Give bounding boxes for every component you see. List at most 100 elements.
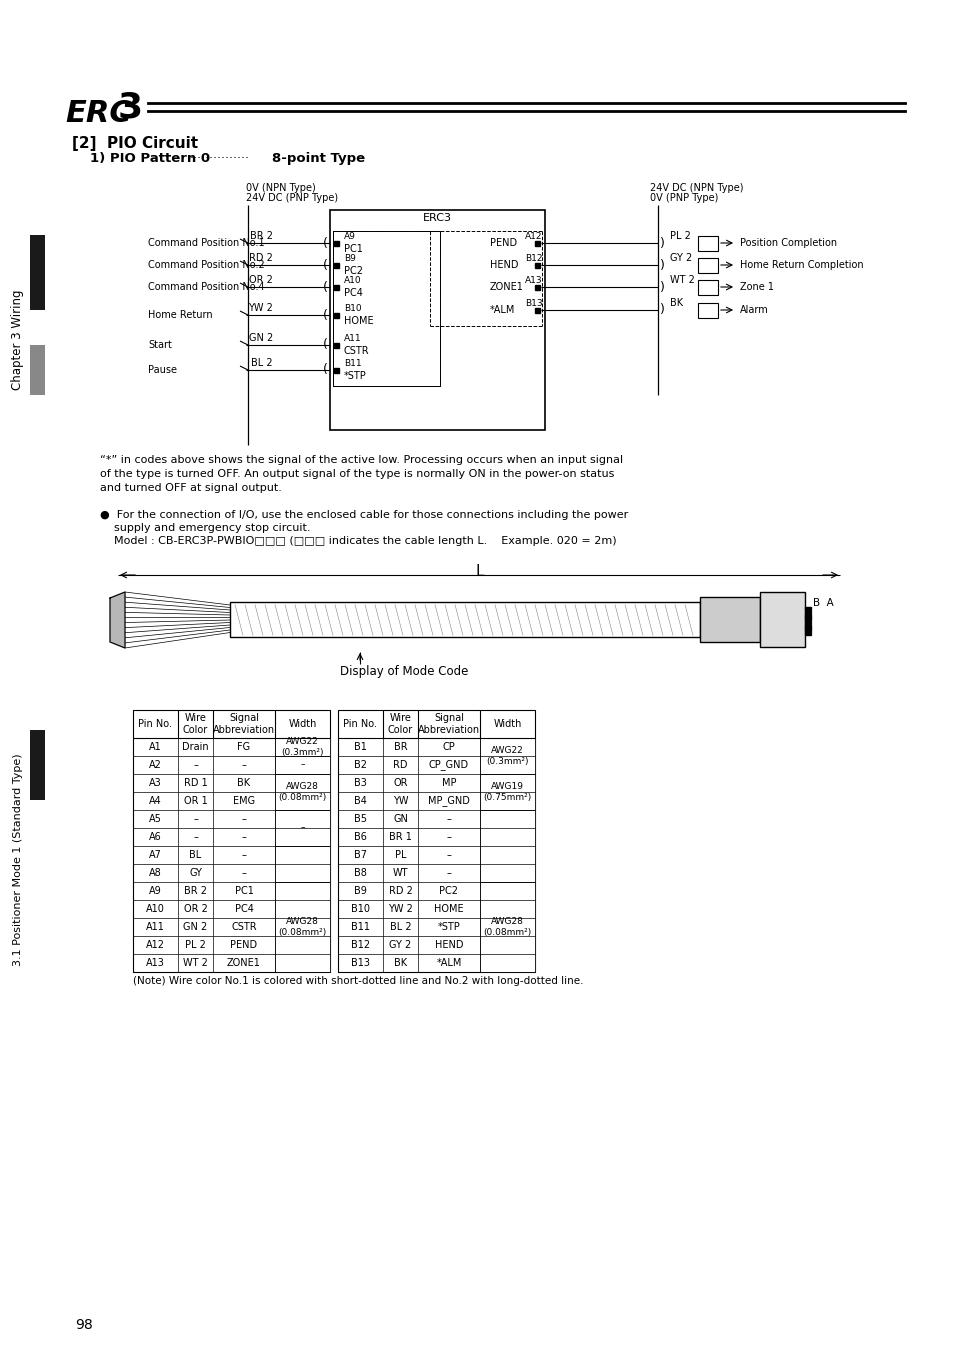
Text: Width: Width: [288, 720, 316, 729]
Text: ZONE1: ZONE1: [490, 282, 523, 292]
Bar: [30, 730, 45, 801]
Text: Wire
Color: Wire Color: [183, 713, 208, 736]
Text: ···············: ···············: [190, 153, 250, 165]
Text: –: –: [241, 760, 246, 770]
Bar: [535, 242, 539, 246]
Bar: [804, 625, 810, 626]
Text: CP_GND: CP_GND: [429, 760, 469, 771]
Bar: [804, 608, 810, 609]
Text: HEND: HEND: [435, 940, 463, 950]
Text: A11: A11: [146, 922, 165, 931]
Text: CP: CP: [442, 743, 455, 752]
Bar: [334, 242, 338, 246]
Bar: [700, 598, 760, 643]
Text: –: –: [446, 832, 451, 842]
Text: B9: B9: [354, 886, 367, 896]
Text: B5: B5: [354, 814, 367, 824]
Text: YW 2: YW 2: [388, 904, 413, 914]
Text: Width: Width: [493, 720, 521, 729]
Text: B12: B12: [524, 254, 542, 263]
Text: PEND: PEND: [231, 940, 257, 950]
Bar: [30, 235, 45, 310]
Bar: [334, 343, 338, 348]
Text: YW: YW: [393, 796, 408, 806]
Text: BL 2: BL 2: [389, 922, 411, 931]
Text: A11: A11: [344, 333, 361, 343]
Text: PL: PL: [395, 850, 406, 860]
Text: Home Return Completion: Home Return Completion: [740, 261, 862, 270]
Text: –: –: [193, 832, 197, 842]
Text: WT 2: WT 2: [669, 275, 694, 285]
Text: *STP: *STP: [437, 922, 460, 931]
Text: B6: B6: [354, 832, 367, 842]
Text: –: –: [446, 814, 451, 824]
Text: BK: BK: [237, 778, 251, 788]
Text: *ALM: *ALM: [436, 958, 461, 968]
Text: OR 1: OR 1: [183, 796, 207, 806]
Text: (: (: [323, 309, 328, 321]
Text: (: (: [323, 339, 328, 351]
Text: CSTR: CSTR: [231, 922, 256, 931]
Text: 1) PIO Pattern 0: 1) PIO Pattern 0: [90, 153, 214, 165]
Text: Model : CB-ERC3P-PWBIO□□□ (□□□ indicates the cable length L.    Example. 020 = 2: Model : CB-ERC3P-PWBIO□□□ (□□□ indicates…: [100, 536, 616, 545]
Text: Pause: Pause: [148, 364, 177, 375]
Text: PC2: PC2: [344, 266, 363, 275]
Text: B12: B12: [351, 940, 370, 950]
Text: PL 2: PL 2: [185, 940, 206, 950]
Text: PEND: PEND: [490, 238, 517, 248]
Text: 24V DC (PNP Type): 24V DC (PNP Type): [246, 193, 337, 202]
Text: YW 2: YW 2: [248, 302, 273, 313]
Text: 98: 98: [75, 1318, 92, 1332]
Text: A9: A9: [344, 232, 355, 242]
Text: ): ): [659, 304, 664, 316]
Text: (Note) Wire color No.1 is colored with short-dotted line and No.2 with long-dott: (Note) Wire color No.1 is colored with s…: [132, 976, 583, 986]
Text: PC1: PC1: [344, 244, 362, 254]
Text: PC2: PC2: [439, 886, 458, 896]
Bar: [334, 369, 338, 373]
Bar: [535, 308, 539, 313]
Bar: [804, 617, 810, 618]
Polygon shape: [110, 593, 125, 648]
Bar: [804, 634, 810, 636]
Text: ): ): [659, 236, 664, 250]
Text: HOME: HOME: [434, 904, 463, 914]
Text: RD 2: RD 2: [388, 886, 412, 896]
Text: A3: A3: [149, 778, 162, 788]
Text: AWG19
(0.75mm²): AWG19 (0.75mm²): [483, 782, 531, 802]
Text: Drain: Drain: [182, 743, 209, 752]
Text: B  A: B A: [812, 598, 833, 608]
Text: 0V (PNP Type): 0V (PNP Type): [649, 193, 718, 202]
Text: BR 1: BR 1: [389, 832, 412, 842]
Text: Signal
Abbreviation: Signal Abbreviation: [213, 713, 274, 736]
Bar: [804, 632, 810, 633]
Text: (: (: [323, 363, 328, 377]
Text: FG: FG: [237, 743, 251, 752]
Text: A9: A9: [149, 886, 162, 896]
Text: A2: A2: [149, 760, 162, 770]
Bar: [804, 621, 810, 622]
Text: B10: B10: [344, 304, 361, 313]
Text: supply and emergency stop circuit.: supply and emergency stop circuit.: [100, 522, 310, 533]
Text: Home Return: Home Return: [148, 310, 213, 320]
Text: GN 2: GN 2: [249, 333, 273, 343]
Text: GN 2: GN 2: [183, 922, 208, 931]
Text: L: L: [476, 564, 484, 579]
Text: BR 2: BR 2: [250, 231, 273, 242]
Bar: [804, 618, 810, 620]
Text: ERC3: ERC3: [422, 213, 452, 223]
Text: HEND: HEND: [490, 261, 518, 270]
Text: A5: A5: [149, 814, 162, 824]
Bar: [333, 231, 439, 386]
Text: A12: A12: [524, 232, 542, 242]
Text: 8-point Type: 8-point Type: [272, 153, 365, 165]
Text: B13: B13: [524, 298, 542, 308]
Text: B3: B3: [354, 778, 367, 788]
Text: BR 2: BR 2: [184, 886, 207, 896]
Text: Zone 1: Zone 1: [740, 282, 773, 292]
Text: EMG: EMG: [233, 796, 254, 806]
Text: OR 2: OR 2: [183, 904, 207, 914]
Text: ZONE1: ZONE1: [227, 958, 261, 968]
Bar: [479, 882, 535, 972]
Text: AWG28
(0.08mm²): AWG28 (0.08mm²): [278, 917, 326, 937]
Text: A12: A12: [146, 940, 165, 950]
